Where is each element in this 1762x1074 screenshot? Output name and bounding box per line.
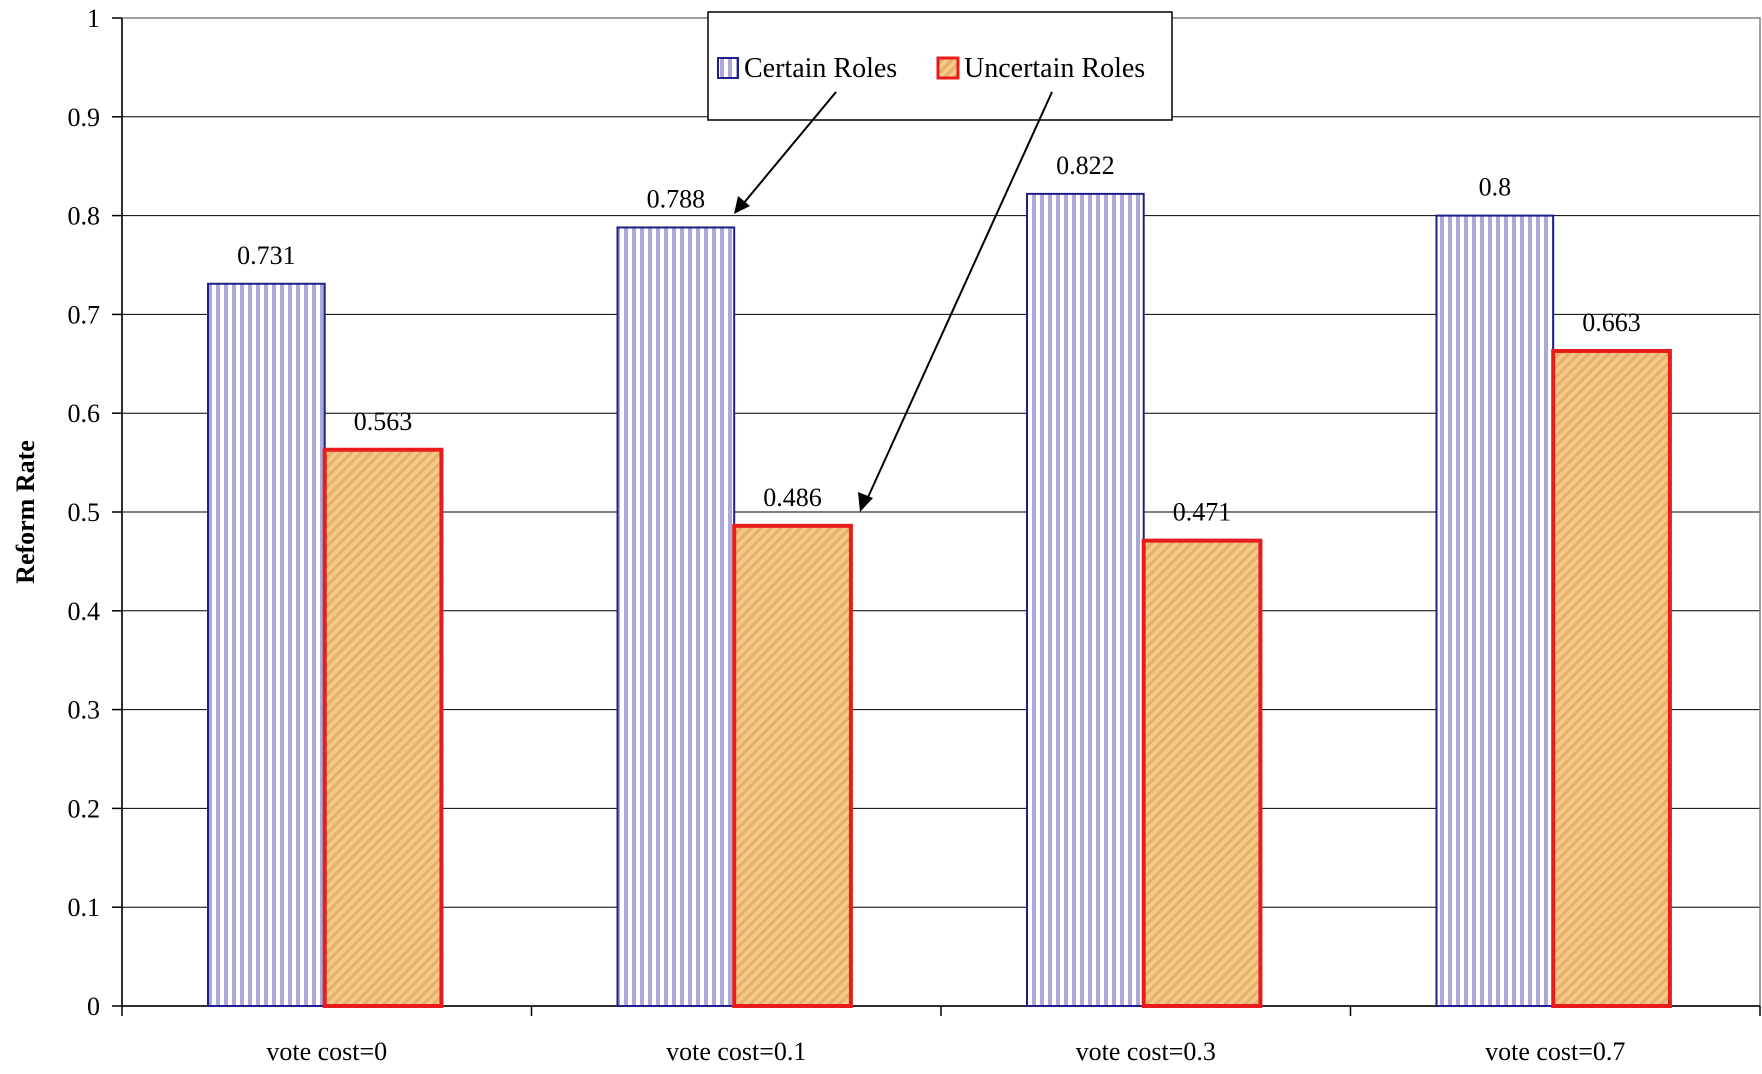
y-tick-label: 0.7 [68, 300, 101, 329]
data-label: 0.563 [354, 407, 413, 436]
legend-label-certain: Certain Roles [744, 53, 897, 84]
bar-uncertain [322, 447, 444, 1009]
arrow-certain-head [734, 196, 750, 214]
arrow-uncertain [863, 91, 1053, 507]
data-labels: 0.731 0.788 0.822 0.8 0.563 0.486 0.471 0.663 [237, 151, 1641, 527]
legend-swatch-certain [717, 57, 739, 79]
legend: Certain Roles Uncertain Roles [707, 11, 1173, 121]
bars [206, 192, 1672, 1009]
y-axis-title: Reform Rate [11, 440, 40, 584]
data-label: 0.788 [647, 184, 706, 213]
data-label: 0.8 [1479, 173, 1512, 202]
arrow-uncertain-head [858, 492, 873, 512]
data-label: 0.663 [1582, 308, 1641, 337]
y-tick-label: 0.1 [68, 893, 101, 922]
y-tick-label: 0.8 [68, 202, 101, 231]
y-tick-label: 0 [87, 992, 100, 1021]
x-axis-ticks: vote cost=0 vote cost=0.1 vote cost=0.3 vot… [121, 1006, 1761, 1066]
arrow-certain [737, 91, 837, 211]
legend-swatch-uncertain [936, 56, 960, 80]
bar-certain [1435, 214, 1555, 1008]
data-label: 0.731 [237, 241, 296, 270]
y-tick-label: 0.4 [68, 597, 101, 626]
y-tick-label: 0.6 [68, 399, 101, 428]
x-category-label: vote cost=0.1 [666, 1037, 806, 1066]
data-label: 0.471 [1173, 498, 1232, 527]
data-label: 0.822 [1056, 151, 1115, 180]
annotation-arrows [734, 91, 1053, 512]
legend-label-uncertain: Uncertain Roles [964, 53, 1145, 84]
x-category-label: vote cost=0.3 [1076, 1037, 1216, 1066]
y-tick-label: 0.5 [68, 498, 101, 527]
y-axis-ticks: 0 0.1 0.2 0.3 0.4 0.5 0.6 0.7 0.8 0.9 1 [68, 4, 122, 1021]
bar-certain [616, 226, 736, 1007]
data-label: 0.486 [763, 483, 822, 512]
bar-certain [1025, 192, 1145, 1007]
y-tick-label: 0.2 [68, 794, 101, 823]
bar-uncertain [732, 523, 853, 1008]
x-category-label: vote cost=0 [266, 1037, 387, 1066]
bar-uncertain [1141, 538, 1263, 1008]
bar-uncertain [1551, 348, 1672, 1008]
x-category-label: vote cost=0.7 [1485, 1037, 1625, 1066]
y-tick-label: 0.9 [68, 103, 101, 132]
y-tick-label: 0.3 [68, 696, 101, 725]
bar-certain [206, 282, 326, 1008]
y-tick-label: 1 [87, 4, 100, 33]
